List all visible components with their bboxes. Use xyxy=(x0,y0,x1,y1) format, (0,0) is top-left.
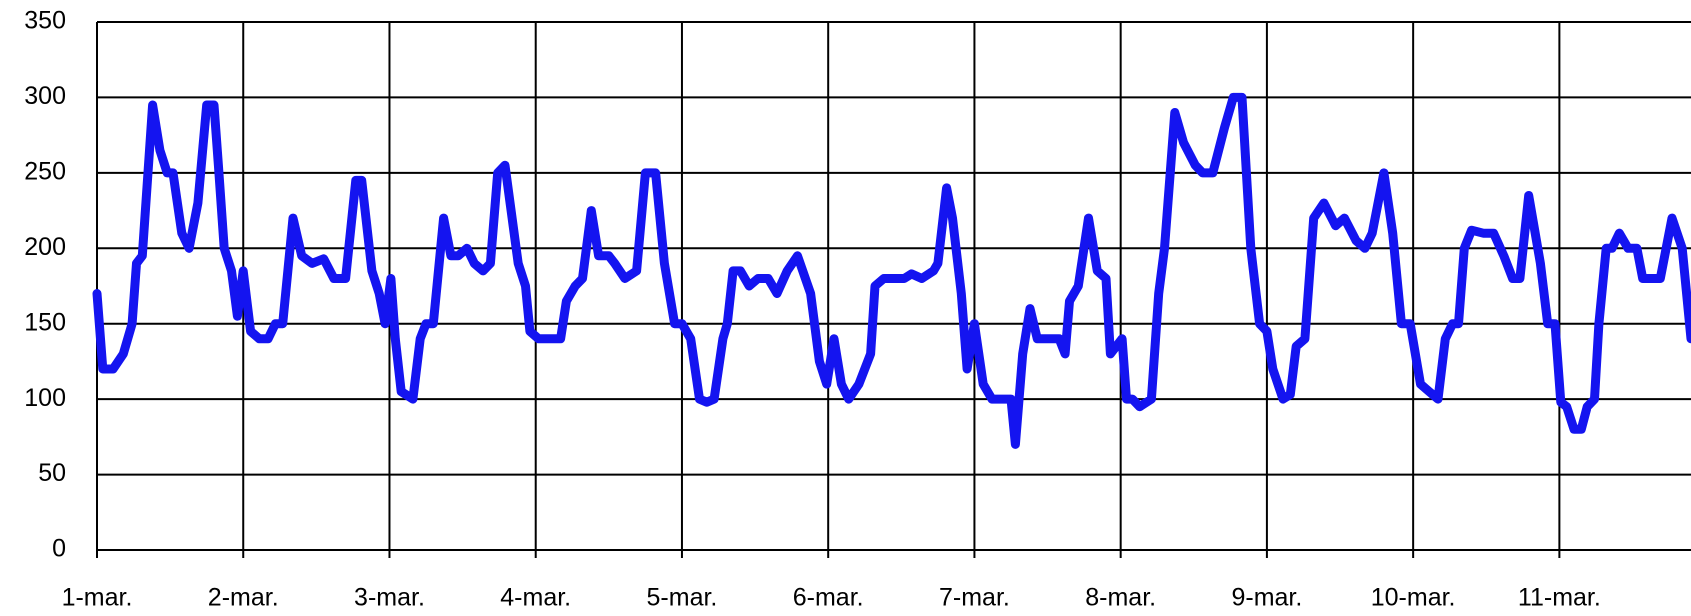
y-tick-label: 200 xyxy=(24,233,66,261)
y-tick-label: 100 xyxy=(24,384,66,412)
y-tick-label: 0 xyxy=(52,535,66,563)
x-tick-label: 4-mar. xyxy=(500,584,571,612)
y-tick-label: 300 xyxy=(24,82,66,110)
x-tick-label: 5-mar. xyxy=(647,584,718,612)
y-tick-label: 50 xyxy=(38,459,66,487)
x-tick-label: 2-mar. xyxy=(208,584,279,612)
y-tick-label: 250 xyxy=(24,157,66,185)
x-tick-label: 3-mar. xyxy=(354,584,425,612)
y-tick-label: 150 xyxy=(24,308,66,336)
data-line xyxy=(92,92,1691,449)
x-tick-label: 11-mar. xyxy=(1518,584,1601,612)
x-tick-label: 8-mar. xyxy=(1085,584,1156,612)
y-tick-label: 350 xyxy=(24,7,66,35)
x-tick-label: 9-mar. xyxy=(1231,584,1302,612)
x-tick-label: 10-mar. xyxy=(1371,584,1456,612)
x-tick-label: 7-mar. xyxy=(939,584,1010,612)
x-tick-label: 6-mar. xyxy=(793,584,864,612)
x-tick-label: 1-mar. xyxy=(62,584,133,612)
